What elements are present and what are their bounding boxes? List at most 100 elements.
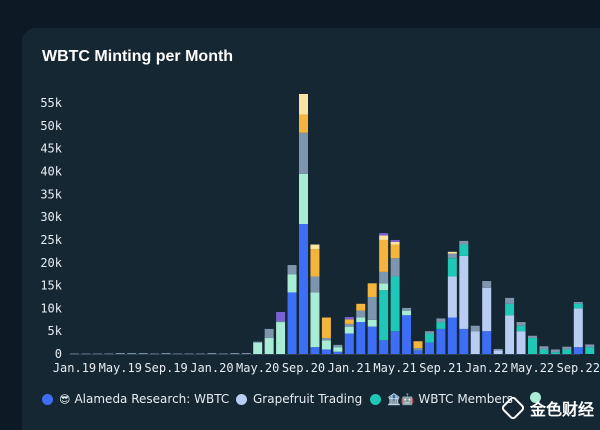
bar-segment	[184, 353, 194, 355]
bar-segment	[379, 283, 389, 291]
bar-segment	[379, 271, 389, 284]
watermark: 金色财经	[500, 395, 594, 421]
bar-segment	[505, 297, 515, 304]
bar-segment	[482, 287, 492, 332]
chart-card	[22, 28, 600, 430]
bar-segment	[459, 328, 469, 354]
bar-segment	[390, 276, 400, 332]
legend-dot-wbtc-members	[370, 393, 381, 405]
bar-segment	[230, 353, 240, 354]
bar-segment	[287, 274, 297, 293]
x-tick-label: May.21	[373, 361, 416, 375]
watermark-text: 金色财经	[529, 400, 594, 419]
legend-label-grapefruit: Grapefruit Trading	[253, 392, 363, 406]
bar-segment	[344, 326, 354, 334]
bar-segment	[447, 258, 457, 277]
y-tick-label: 50k	[40, 119, 62, 133]
bar-segment	[573, 308, 583, 348]
x-tick-label: Sep.20	[282, 361, 325, 375]
legend-item-wbtc-members[interactable]: 🏦🤖 WBTC Members	[370, 392, 513, 406]
bar-segment	[356, 322, 366, 354]
bar-segment	[516, 331, 526, 354]
bar-segment	[528, 335, 537, 339]
legend-label-wbtc-members: WBTC Members	[418, 392, 513, 406]
bar-segment	[470, 331, 480, 354]
bar-segment	[195, 353, 205, 355]
bar-segment	[299, 114, 308, 133]
bar-segment	[310, 292, 320, 348]
y-tick-label: 45k	[40, 142, 62, 156]
chart-legend: 😎 Alameda Research: WBTC Grapefruit Trad…	[42, 392, 600, 412]
bar-segment	[493, 348, 503, 351]
x-tick-label: Jan.20	[190, 361, 233, 375]
y-tick-label: 25k	[40, 233, 62, 247]
bar-segment	[161, 353, 171, 354]
bar-segment	[379, 233, 389, 236]
x-tick-label: Jan.21	[328, 361, 371, 375]
legend-item-other[interactable]	[530, 392, 547, 403]
x-tick-label: Jan.22	[465, 361, 508, 375]
bar-segment	[379, 290, 389, 341]
bar-segment	[207, 353, 217, 354]
bar-segment	[299, 132, 308, 174]
bar-segment	[379, 239, 389, 272]
bar-segment	[321, 349, 331, 354]
bar-segment	[310, 244, 320, 250]
bar-segment	[436, 318, 446, 323]
legend-item-alameda[interactable]: 😎 Alameda Research: WBTC	[42, 392, 229, 406]
bar-segment	[321, 338, 331, 341]
bar-segment	[276, 321, 286, 323]
bar-segment	[276, 322, 286, 354]
bar-segment	[447, 251, 457, 254]
bar-segment	[367, 283, 377, 297]
sunglasses-icon: 😎	[59, 392, 71, 406]
x-tick-label: May.22	[511, 361, 554, 375]
bar-segment	[413, 341, 423, 349]
bar-segment	[127, 353, 137, 354]
bar-segment	[356, 303, 366, 311]
bar-segment	[562, 346, 572, 350]
bar-segment	[379, 235, 389, 240]
y-tick-label: 15k	[40, 279, 62, 293]
bar-segment	[436, 322, 446, 329]
bar-segment	[470, 325, 480, 332]
bar-segment	[390, 258, 400, 277]
x-tick-label: Sep.21	[419, 361, 462, 375]
bar-segment	[310, 347, 320, 354]
bar-segment	[310, 249, 320, 277]
bar-segment	[424, 331, 434, 334]
bar-segment	[81, 353, 91, 355]
legend-item-grapefruit[interactable]: Grapefruit Trading	[236, 392, 362, 406]
bar-segment	[344, 323, 354, 327]
bar-segment	[287, 265, 297, 275]
bar-segment	[447, 276, 457, 318]
bar-segment	[424, 342, 434, 354]
bar-segment	[138, 353, 148, 354]
bar-segment	[573, 347, 583, 354]
bar-segment	[493, 350, 503, 354]
bar-segment	[333, 344, 343, 348]
bar-segment	[321, 340, 331, 350]
bar-segment	[505, 303, 515, 316]
y-tick-label: 0	[55, 347, 62, 361]
bar-segment	[218, 353, 228, 355]
bar-segment	[585, 344, 595, 348]
y-tick-label: 20k	[40, 256, 62, 270]
bar-segment	[585, 347, 595, 354]
bar-segment	[424, 333, 434, 343]
bar-segment	[573, 303, 583, 309]
bar-segment	[390, 241, 400, 245]
bar-segment	[459, 240, 469, 245]
bar-segment	[264, 328, 274, 339]
bar-segment	[539, 346, 549, 350]
bar-segment	[402, 307, 412, 311]
chart-title: WBTC Minting per Month	[42, 48, 234, 65]
bar-segment	[413, 348, 423, 351]
y-tick-label: 35k	[40, 187, 62, 201]
bar-segment	[253, 341, 263, 343]
bar-segment	[356, 317, 366, 323]
x-tick-label: May.19	[99, 361, 142, 375]
y-tick-label: 10k	[40, 301, 62, 315]
bar-segment	[573, 302, 583, 304]
bar-segment	[447, 317, 457, 354]
